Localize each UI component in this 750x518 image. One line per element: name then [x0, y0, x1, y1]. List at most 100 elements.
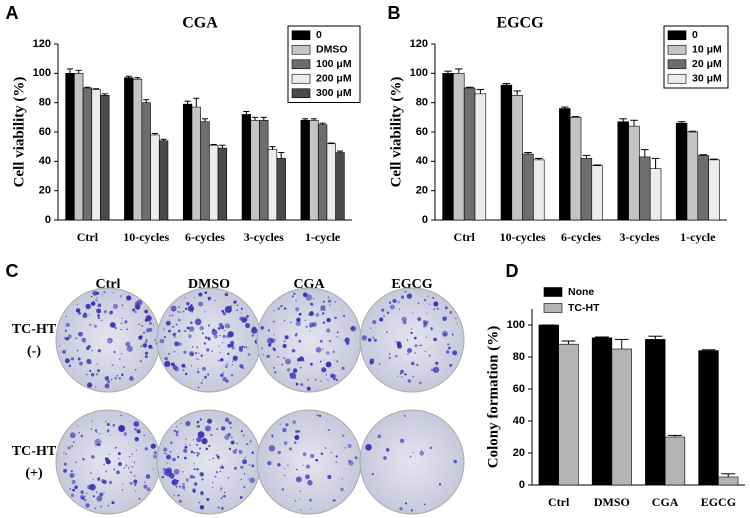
- error-bar: [125, 75, 132, 78]
- error-bar: [151, 132, 158, 135]
- colony: [449, 310, 453, 314]
- colony: [295, 307, 300, 312]
- colony: [220, 373, 224, 377]
- colony: [188, 326, 195, 332]
- error-bar: [143, 99, 150, 103]
- legend-label: 10 μM: [692, 44, 722, 56]
- colony: [211, 329, 218, 336]
- colony: [222, 372, 224, 374]
- colony: [64, 329, 67, 332]
- colony: [383, 315, 385, 317]
- bar: [611, 348, 632, 486]
- colony: [202, 366, 206, 371]
- colony: [240, 465, 244, 469]
- colony: [298, 312, 302, 316]
- colony: [171, 326, 174, 328]
- colony: [248, 464, 250, 466]
- colony: [404, 502, 408, 505]
- colony: [63, 452, 65, 454]
- colony: [134, 311, 137, 314]
- colony: [291, 349, 296, 353]
- colony: [76, 349, 79, 352]
- colony: [80, 434, 84, 438]
- colony: [198, 501, 200, 504]
- colony: [399, 438, 405, 443]
- colony: [175, 323, 178, 326]
- colony: [222, 376, 227, 382]
- colony: [181, 485, 186, 489]
- colony: [335, 461, 338, 464]
- colony: [78, 431, 80, 434]
- y-tick-label: 120: [410, 38, 428, 50]
- colony: [208, 459, 211, 461]
- colony: [285, 358, 291, 365]
- bar: [191, 106, 201, 221]
- colony: [377, 434, 382, 439]
- colony: [426, 312, 428, 315]
- colony: [111, 323, 116, 328]
- error-bar: [513, 90, 521, 96]
- colony: [192, 476, 196, 479]
- colony: [190, 321, 193, 324]
- colony: [107, 429, 110, 432]
- colony: [89, 369, 92, 373]
- colony: [417, 302, 420, 305]
- colony: [410, 331, 413, 335]
- colony: [227, 331, 234, 338]
- colony: [283, 474, 286, 477]
- colony: [190, 450, 194, 454]
- error-bar: [93, 88, 100, 90]
- y-tick-label: 100: [410, 67, 428, 79]
- colony: [189, 351, 195, 357]
- colony: [219, 465, 223, 469]
- colony: [113, 350, 116, 354]
- bar: [511, 95, 523, 221]
- colony: [90, 372, 95, 377]
- bar: [645, 339, 666, 486]
- colony: [273, 349, 276, 352]
- colony: [329, 304, 331, 306]
- colony: [120, 329, 122, 331]
- colonies: [361, 290, 459, 385]
- colony: [69, 472, 75, 478]
- colony: [183, 350, 187, 354]
- colony: [216, 455, 220, 458]
- colony: [190, 365, 193, 367]
- colony: [129, 471, 133, 474]
- legend-swatch: [291, 30, 311, 41]
- colony: [216, 428, 219, 430]
- colony: [185, 478, 189, 482]
- colony: [178, 342, 182, 346]
- colony: [114, 376, 118, 380]
- colony: [428, 303, 431, 306]
- colony: [89, 361, 92, 364]
- colony: [68, 364, 72, 368]
- bar: [686, 131, 699, 221]
- colony: [120, 296, 122, 298]
- colony: [336, 360, 339, 363]
- colony: [442, 316, 447, 321]
- bar: [442, 73, 454, 221]
- bar: [335, 152, 345, 221]
- colony: [260, 347, 263, 350]
- colony: [120, 426, 123, 429]
- colony: [107, 504, 110, 507]
- colony: [281, 488, 285, 491]
- colony: [289, 373, 292, 375]
- colony: [433, 337, 437, 342]
- y-tick-label: 0: [45, 214, 51, 226]
- legend-swatch: [667, 59, 687, 70]
- colony: [404, 290, 407, 293]
- colony: [183, 448, 188, 453]
- colony: [231, 363, 234, 366]
- colony: [79, 361, 83, 366]
- error-bar: [677, 121, 686, 124]
- colony: [401, 316, 407, 322]
- bar: [463, 87, 476, 221]
- colony: [294, 500, 297, 502]
- panel-label: D: [506, 261, 519, 281]
- colony: [197, 431, 205, 439]
- colony: [62, 350, 66, 354]
- colony: [244, 456, 246, 459]
- colony: [334, 301, 336, 303]
